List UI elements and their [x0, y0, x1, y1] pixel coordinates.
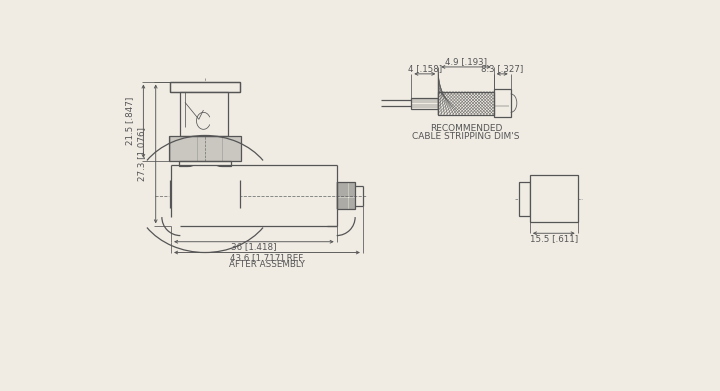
Bar [411, 98, 438, 109]
Bar [171, 165, 337, 226]
Text: 4 [.158]: 4 [.158] [408, 64, 442, 73]
Text: 15.5 [.611]: 15.5 [.611] [530, 234, 578, 243]
Text: 4.9 [.193]: 4.9 [.193] [445, 57, 487, 66]
Bar [519, 182, 530, 215]
Bar [438, 91, 494, 115]
Text: 36 [1.418]: 36 [1.418] [231, 243, 276, 252]
Ellipse shape [169, 164, 240, 224]
Text: CABLE STRIPPING DIM'S: CABLE STRIPPING DIM'S [413, 132, 520, 141]
Bar [337, 182, 355, 210]
Bar [168, 136, 241, 161]
Bar [530, 175, 577, 222]
Text: 27.3 [1.076]: 27.3 [1.076] [138, 127, 146, 181]
Text: RECOMMENDED: RECOMMENDED [430, 124, 503, 133]
Bar [494, 89, 510, 117]
Text: 21.5 [.847]: 21.5 [.847] [125, 97, 134, 145]
Bar [179, 161, 231, 166]
Text: 43.6 [1.717] REF.: 43.6 [1.717] REF. [230, 253, 305, 262]
Text: AFTER ASSEMBLY: AFTER ASSEMBLY [229, 260, 305, 269]
Bar [171, 82, 240, 91]
Text: 8.3 [.327]: 8.3 [.327] [481, 64, 523, 73]
Bar [180, 91, 228, 136]
